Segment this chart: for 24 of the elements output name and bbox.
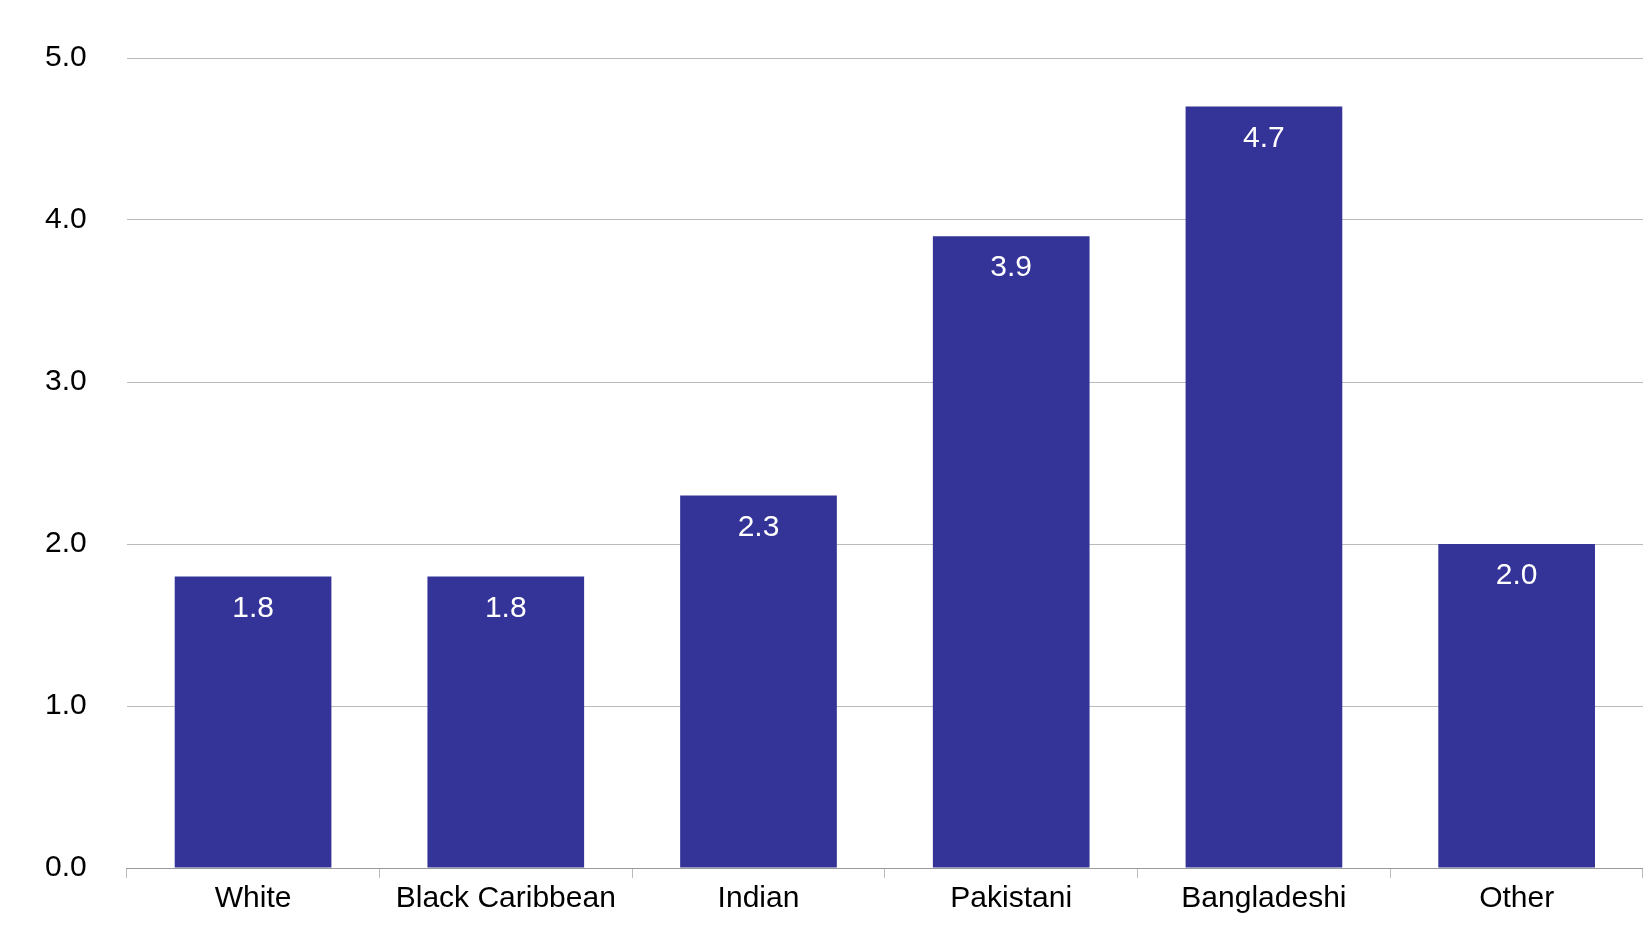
x-tick-label: Other [1479,880,1555,914]
bar [680,495,837,868]
y-tick-label: 5.0 [44,39,87,73]
data-label: 1.8 [484,589,527,623]
x-tick-label: Bangladeshi [1181,880,1347,914]
y-tick-label: 1.0 [44,687,87,721]
y-tick-label: 3.0 [44,363,87,397]
data-label: 1.8 [232,589,274,623]
bar [1185,106,1343,868]
bar [174,576,332,868]
y-tick-label: 2.0 [44,525,87,559]
bar [932,236,1090,868]
x-tick-label: White [214,880,292,914]
data-label: 3.9 [990,249,1033,283]
bar [1438,544,1595,868]
data-label: 2.3 [737,508,780,542]
data-label: 2.0 [1495,557,1538,591]
x-tick-label: Pakistani [950,880,1073,914]
data-label: 4.7 [1243,119,1285,153]
bar [427,576,585,868]
y-tick-label: 0.0 [44,849,87,883]
x-tick-label: Indian [717,880,800,914]
y-tick-label: 4.0 [44,201,87,235]
x-tick-label: Black Caribbean [395,880,616,914]
